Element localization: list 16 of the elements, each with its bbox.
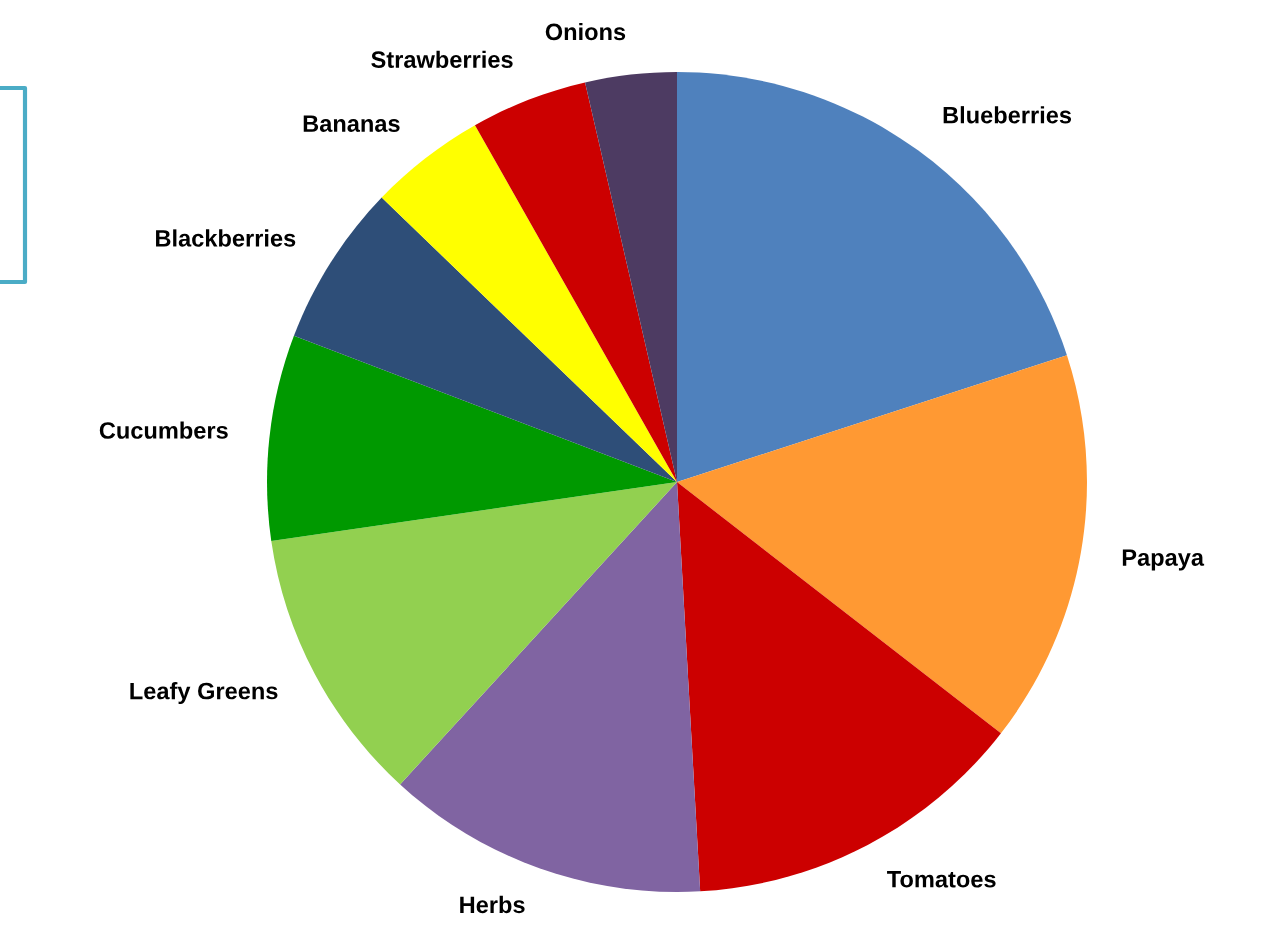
pie-slice (400, 482, 701, 892)
slice-label: Onions (545, 22, 626, 41)
pie-slice (677, 482, 1001, 892)
slice-label: Cucumbers (99, 421, 228, 439)
slice-label: Strawberries (371, 50, 513, 68)
slice-label: Bananas (303, 115, 400, 132)
pie-slice (267, 335, 677, 542)
slice-label: Papaya (1122, 549, 1205, 571)
pie-slice (474, 82, 677, 482)
slice-label: Blackberries (156, 229, 296, 247)
pie-slice (585, 72, 677, 482)
slice-label: Tomatoes (887, 871, 996, 888)
slice-label: Leafy Greens (130, 682, 278, 705)
pie-slice (677, 355, 1087, 734)
slice-label: Herbs (460, 895, 525, 914)
slice-label: Blueberries (943, 106, 1072, 124)
